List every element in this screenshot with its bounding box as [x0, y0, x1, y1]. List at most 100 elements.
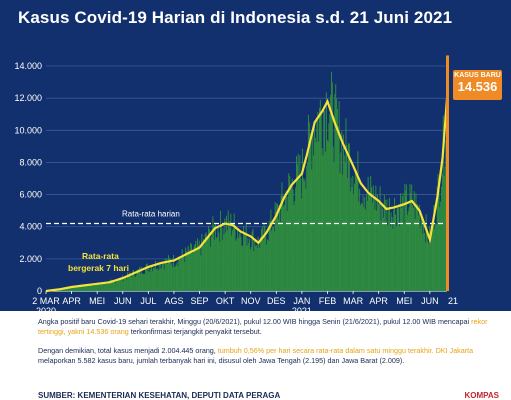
- daily-bar: [173, 266, 175, 291]
- daily-bar: [375, 185, 377, 291]
- x-tick-label: SEP: [191, 296, 209, 306]
- daily-bar: [403, 222, 405, 291]
- daily-bar: [187, 245, 189, 291]
- daily-bar: [245, 222, 247, 291]
- y-tick-label: 6.000: [19, 190, 42, 200]
- daily-bar: [124, 276, 126, 291]
- chart-title: Kasus Covid-19 Harian di Indonesia s.d. …: [18, 8, 453, 27]
- daily-bar: [368, 195, 370, 291]
- daily-bar: [143, 273, 145, 291]
- daily-bar: [307, 163, 309, 291]
- daily-bar: [144, 267, 146, 291]
- y-tick-label: 12.000: [14, 93, 42, 103]
- daily-bar: [98, 284, 100, 291]
- daily-bar: [424, 242, 426, 291]
- daily-bar: [410, 192, 412, 291]
- daily-bar: [366, 200, 368, 291]
- daily-bar: [288, 173, 290, 291]
- daily-bar: [225, 232, 227, 291]
- daily-bar: [238, 233, 240, 291]
- daily-bar: [228, 221, 230, 291]
- daily-bar: [110, 279, 112, 291]
- daily-bar: [226, 215, 228, 291]
- daily-bar: [283, 206, 285, 291]
- daily-bar: [323, 109, 325, 292]
- daily-bar: [126, 279, 128, 291]
- daily-bar: [275, 211, 277, 291]
- daily-bar: [155, 260, 157, 291]
- daily-bar: [86, 284, 88, 291]
- daily-bar: [86, 285, 88, 291]
- daily-bar: [371, 187, 373, 291]
- daily-bar: [308, 122, 310, 291]
- daily-bar: [78, 286, 80, 291]
- daily-bar: [359, 188, 361, 291]
- daily-bar: [233, 213, 235, 291]
- daily-bar: [307, 114, 309, 291]
- daily-bar: [189, 253, 191, 291]
- daily-bar: [438, 177, 440, 291]
- daily-bar: [226, 230, 228, 291]
- daily-bar: [242, 245, 244, 291]
- daily-bar: [111, 279, 113, 291]
- daily-bar: [208, 229, 210, 291]
- daily-bar: [191, 252, 193, 291]
- daily-bar: [159, 269, 161, 291]
- daily-bar: [276, 203, 278, 291]
- daily-bar: [420, 216, 422, 291]
- daily-bar: [156, 269, 158, 291]
- daily-bar: [261, 226, 263, 291]
- daily-bar: [351, 187, 353, 291]
- daily-bar: [415, 193, 417, 291]
- daily-bar: [431, 222, 433, 291]
- daily-bar: [440, 201, 442, 291]
- daily-bar: [62, 288, 64, 291]
- daily-bar: [407, 211, 409, 291]
- daily-bar: [301, 198, 303, 291]
- daily-bar: [292, 189, 294, 291]
- daily-bar: [381, 204, 383, 291]
- daily-bar: [80, 286, 82, 291]
- daily-bar: [434, 228, 436, 291]
- rolling-label-line1: Rata-rata: [82, 251, 119, 261]
- daily-bar: [79, 285, 81, 291]
- daily-bar: [68, 286, 70, 291]
- daily-bar: [164, 258, 166, 291]
- daily-bar: [388, 210, 390, 291]
- daily-bar: [133, 275, 135, 291]
- daily-bar: [106, 284, 108, 291]
- daily-bar: [320, 113, 322, 291]
- y-ticks: 0 2.000 4.000 6.000 8.000 10.000 12.000 14.000: [14, 61, 42, 296]
- daily-bar: [303, 181, 305, 291]
- daily-bar: [418, 204, 420, 291]
- daily-bar: [147, 271, 149, 291]
- daily-bar: [347, 178, 349, 291]
- daily-bar: [115, 281, 117, 291]
- daily-bar: [188, 249, 190, 291]
- daily-bar: [382, 208, 384, 291]
- daily-bar: [181, 249, 183, 291]
- daily-bar: [333, 162, 335, 291]
- daily-bar: [395, 226, 397, 291]
- daily-bar: [268, 220, 270, 291]
- daily-bar: [198, 240, 200, 291]
- daily-bar: [243, 234, 245, 291]
- daily-bar: [278, 219, 280, 291]
- daily-bar: [412, 207, 414, 291]
- daily-bar: [132, 271, 134, 291]
- daily-bar: [416, 203, 418, 291]
- daily-bar: [310, 135, 312, 291]
- daily-bar: [91, 285, 93, 291]
- daily-bar: [73, 287, 75, 291]
- daily-bar: [135, 275, 137, 291]
- rolling-label-line2: bergerak 7 hari: [68, 263, 129, 273]
- daily-bar: [128, 272, 130, 291]
- daily-bar: [197, 245, 199, 291]
- daily-bar: [270, 209, 272, 291]
- daily-bar: [82, 284, 84, 291]
- y-tick-label: 4.000: [19, 222, 42, 232]
- daily-bar: [81, 286, 83, 291]
- daily-bar: [443, 175, 445, 291]
- daily-bar: [251, 231, 253, 291]
